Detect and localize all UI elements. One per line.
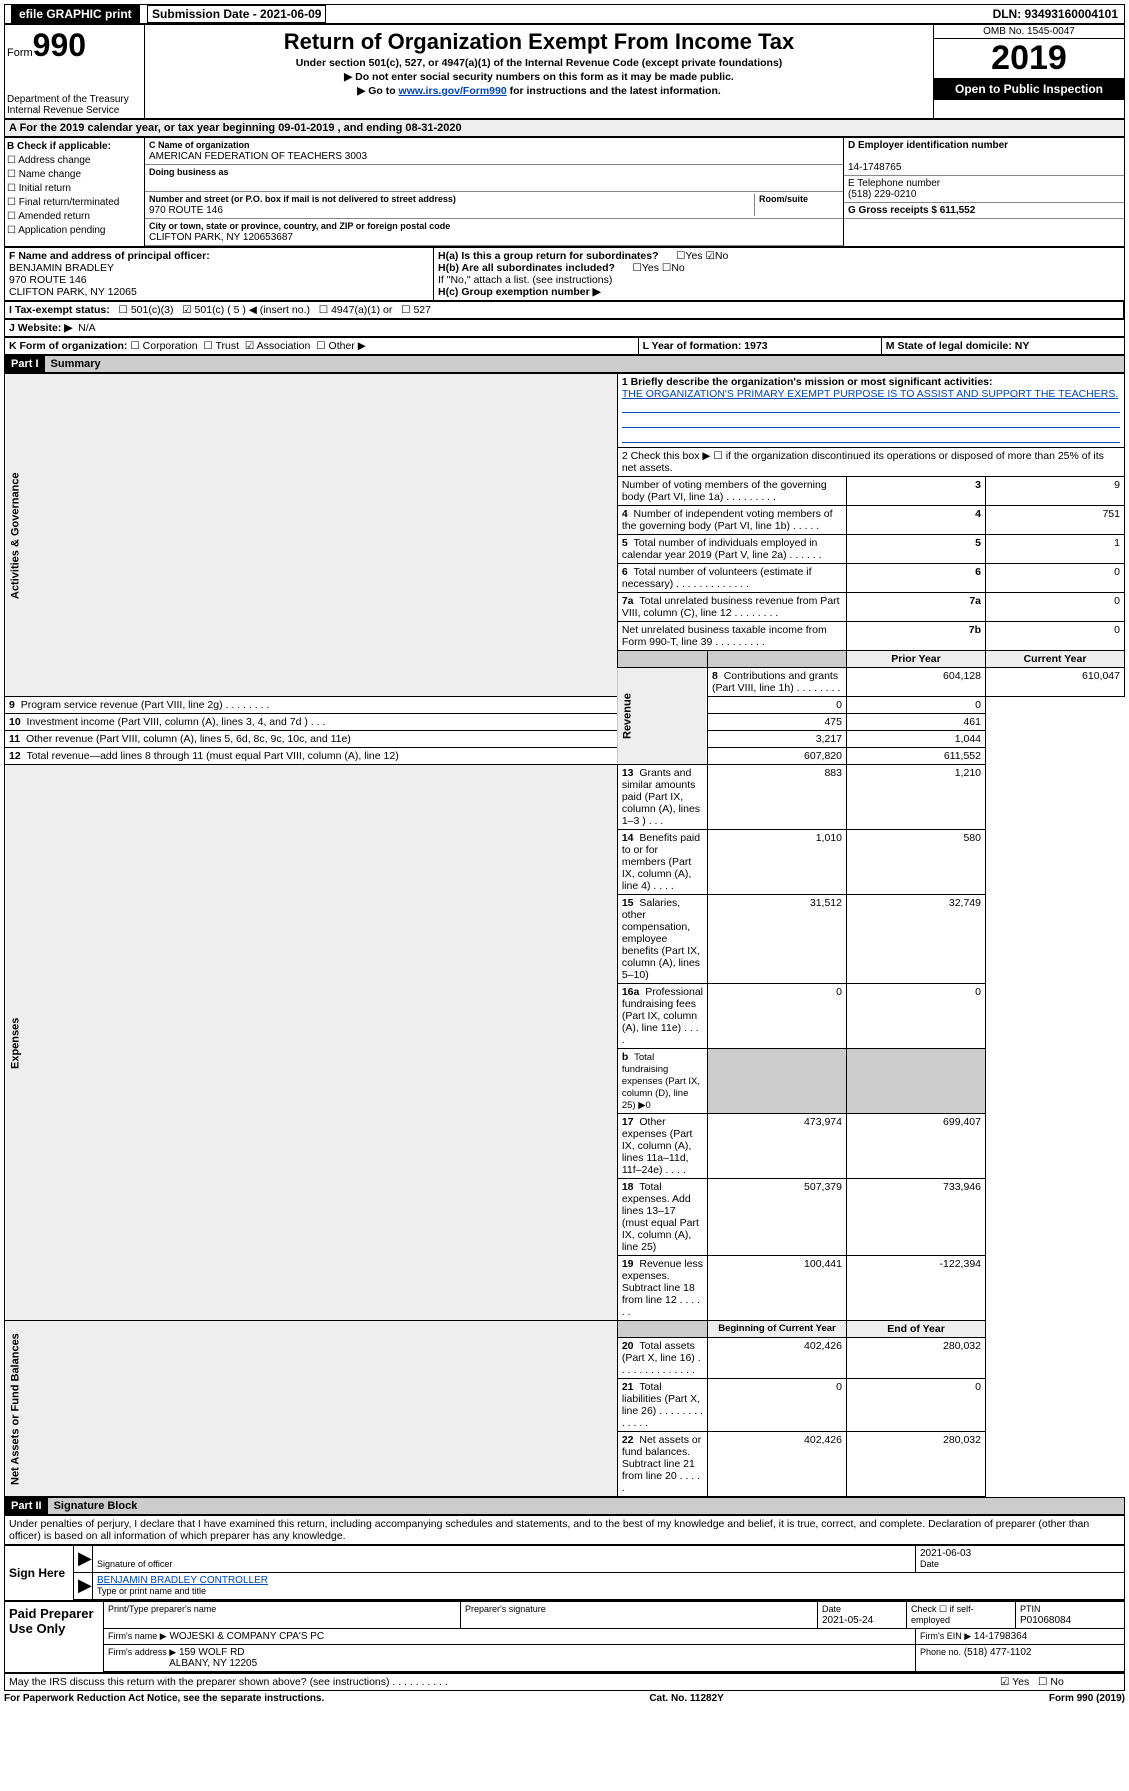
vert-revenue: Revenue — [617, 668, 707, 765]
right-info: D Employer identification number 14-1748… — [844, 138, 1124, 246]
submission-date: Submission Date - 2021-06-09 — [147, 5, 326, 23]
sign-here-block: Sign Here ▶ Signature of officer 2021-06… — [4, 1545, 1125, 1601]
main-title: Return of Organization Exempt From Incom… — [149, 29, 929, 55]
org-name: AMERICAN FEDERATION OF TEACHERS 3003 — [149, 151, 367, 162]
paid-preparer-block: Paid Preparer Use Only Print/Type prepar… — [4, 1601, 1125, 1673]
application-pending-checkbox[interactable]: Application pending — [7, 225, 106, 236]
tax-exempt-row: I Tax-exempt status: ☐ 501(c)(3) ☑ 501(c… — [4, 301, 1125, 319]
k-l-m-row: K Form of organization: ☐ Corporation ☐ … — [4, 337, 1125, 355]
officer-h-row: F Name and address of principal officer:… — [4, 247, 1125, 301]
perjury-statement: Under penalties of perjury, I declare th… — [4, 1515, 1125, 1545]
ein: 14-1748765 — [848, 162, 901, 173]
form-number-box: Form990 Department of the Treasury Inter… — [5, 25, 145, 118]
dln: DLN: 93493160004101 — [987, 5, 1124, 23]
efile-button[interactable]: efile GRAPHIC print — [11, 5, 140, 23]
tax-year-row: A For the 2019 calendar year, or tax yea… — [4, 119, 1125, 137]
top-bar: efile GRAPHIC print Submission Date - 20… — [4, 4, 1125, 24]
final-return-checkbox[interactable]: Final return/terminated — [7, 197, 119, 208]
part1-header: Part I Summary — [4, 355, 1125, 373]
name-change-checkbox[interactable]: Name change — [7, 169, 81, 180]
form-header: Form990 Department of the Treasury Inter… — [4, 24, 1125, 119]
website-row: J Website: ▶ N/A — [4, 319, 1125, 337]
mission: THE ORGANIZATION'S PRIMARY EXEMPT PURPOS… — [622, 388, 1118, 400]
vert-net-assets: Net Assets or Fund Balances — [5, 1321, 618, 1497]
initial-return-checkbox[interactable]: Initial return — [7, 183, 71, 194]
phone: (518) 229-0210 — [848, 189, 916, 200]
org-info: C Name of organization AMERICAN FEDERATI… — [145, 138, 844, 246]
amended-return-checkbox[interactable]: Amended return — [7, 211, 90, 222]
check-applicable: B Check if applicable: Address change Na… — [5, 138, 145, 246]
discuss-row: May the IRS discuss this return with the… — [4, 1673, 1125, 1691]
section-b: B Check if applicable: Address change Na… — [4, 137, 1125, 247]
instructions-link[interactable]: www.irs.gov/Form990 — [399, 85, 507, 97]
footer: For Paperwork Reduction Act Notice, see … — [4, 1691, 1125, 1706]
org-street: 970 ROUTE 146 — [149, 205, 223, 216]
org-city: CLIFTON PARK, NY 120653687 — [149, 232, 293, 243]
vert-expenses: Expenses — [5, 765, 618, 1321]
website: N/A — [78, 322, 96, 334]
address-change-checkbox[interactable]: Address change — [7, 155, 90, 166]
gross-receipts: G Gross receipts $ 611,552 — [848, 205, 975, 216]
title-box: Return of Organization Exempt From Incom… — [145, 25, 934, 118]
summary-table: Activities & Governance 1 Briefly descri… — [4, 373, 1125, 1497]
vert-governance: Activities & Governance — [5, 374, 618, 697]
year-box: OMB No. 1545-0047 2019 Open to Public In… — [934, 25, 1124, 118]
part2-header: Part II Signature Block — [4, 1497, 1125, 1515]
